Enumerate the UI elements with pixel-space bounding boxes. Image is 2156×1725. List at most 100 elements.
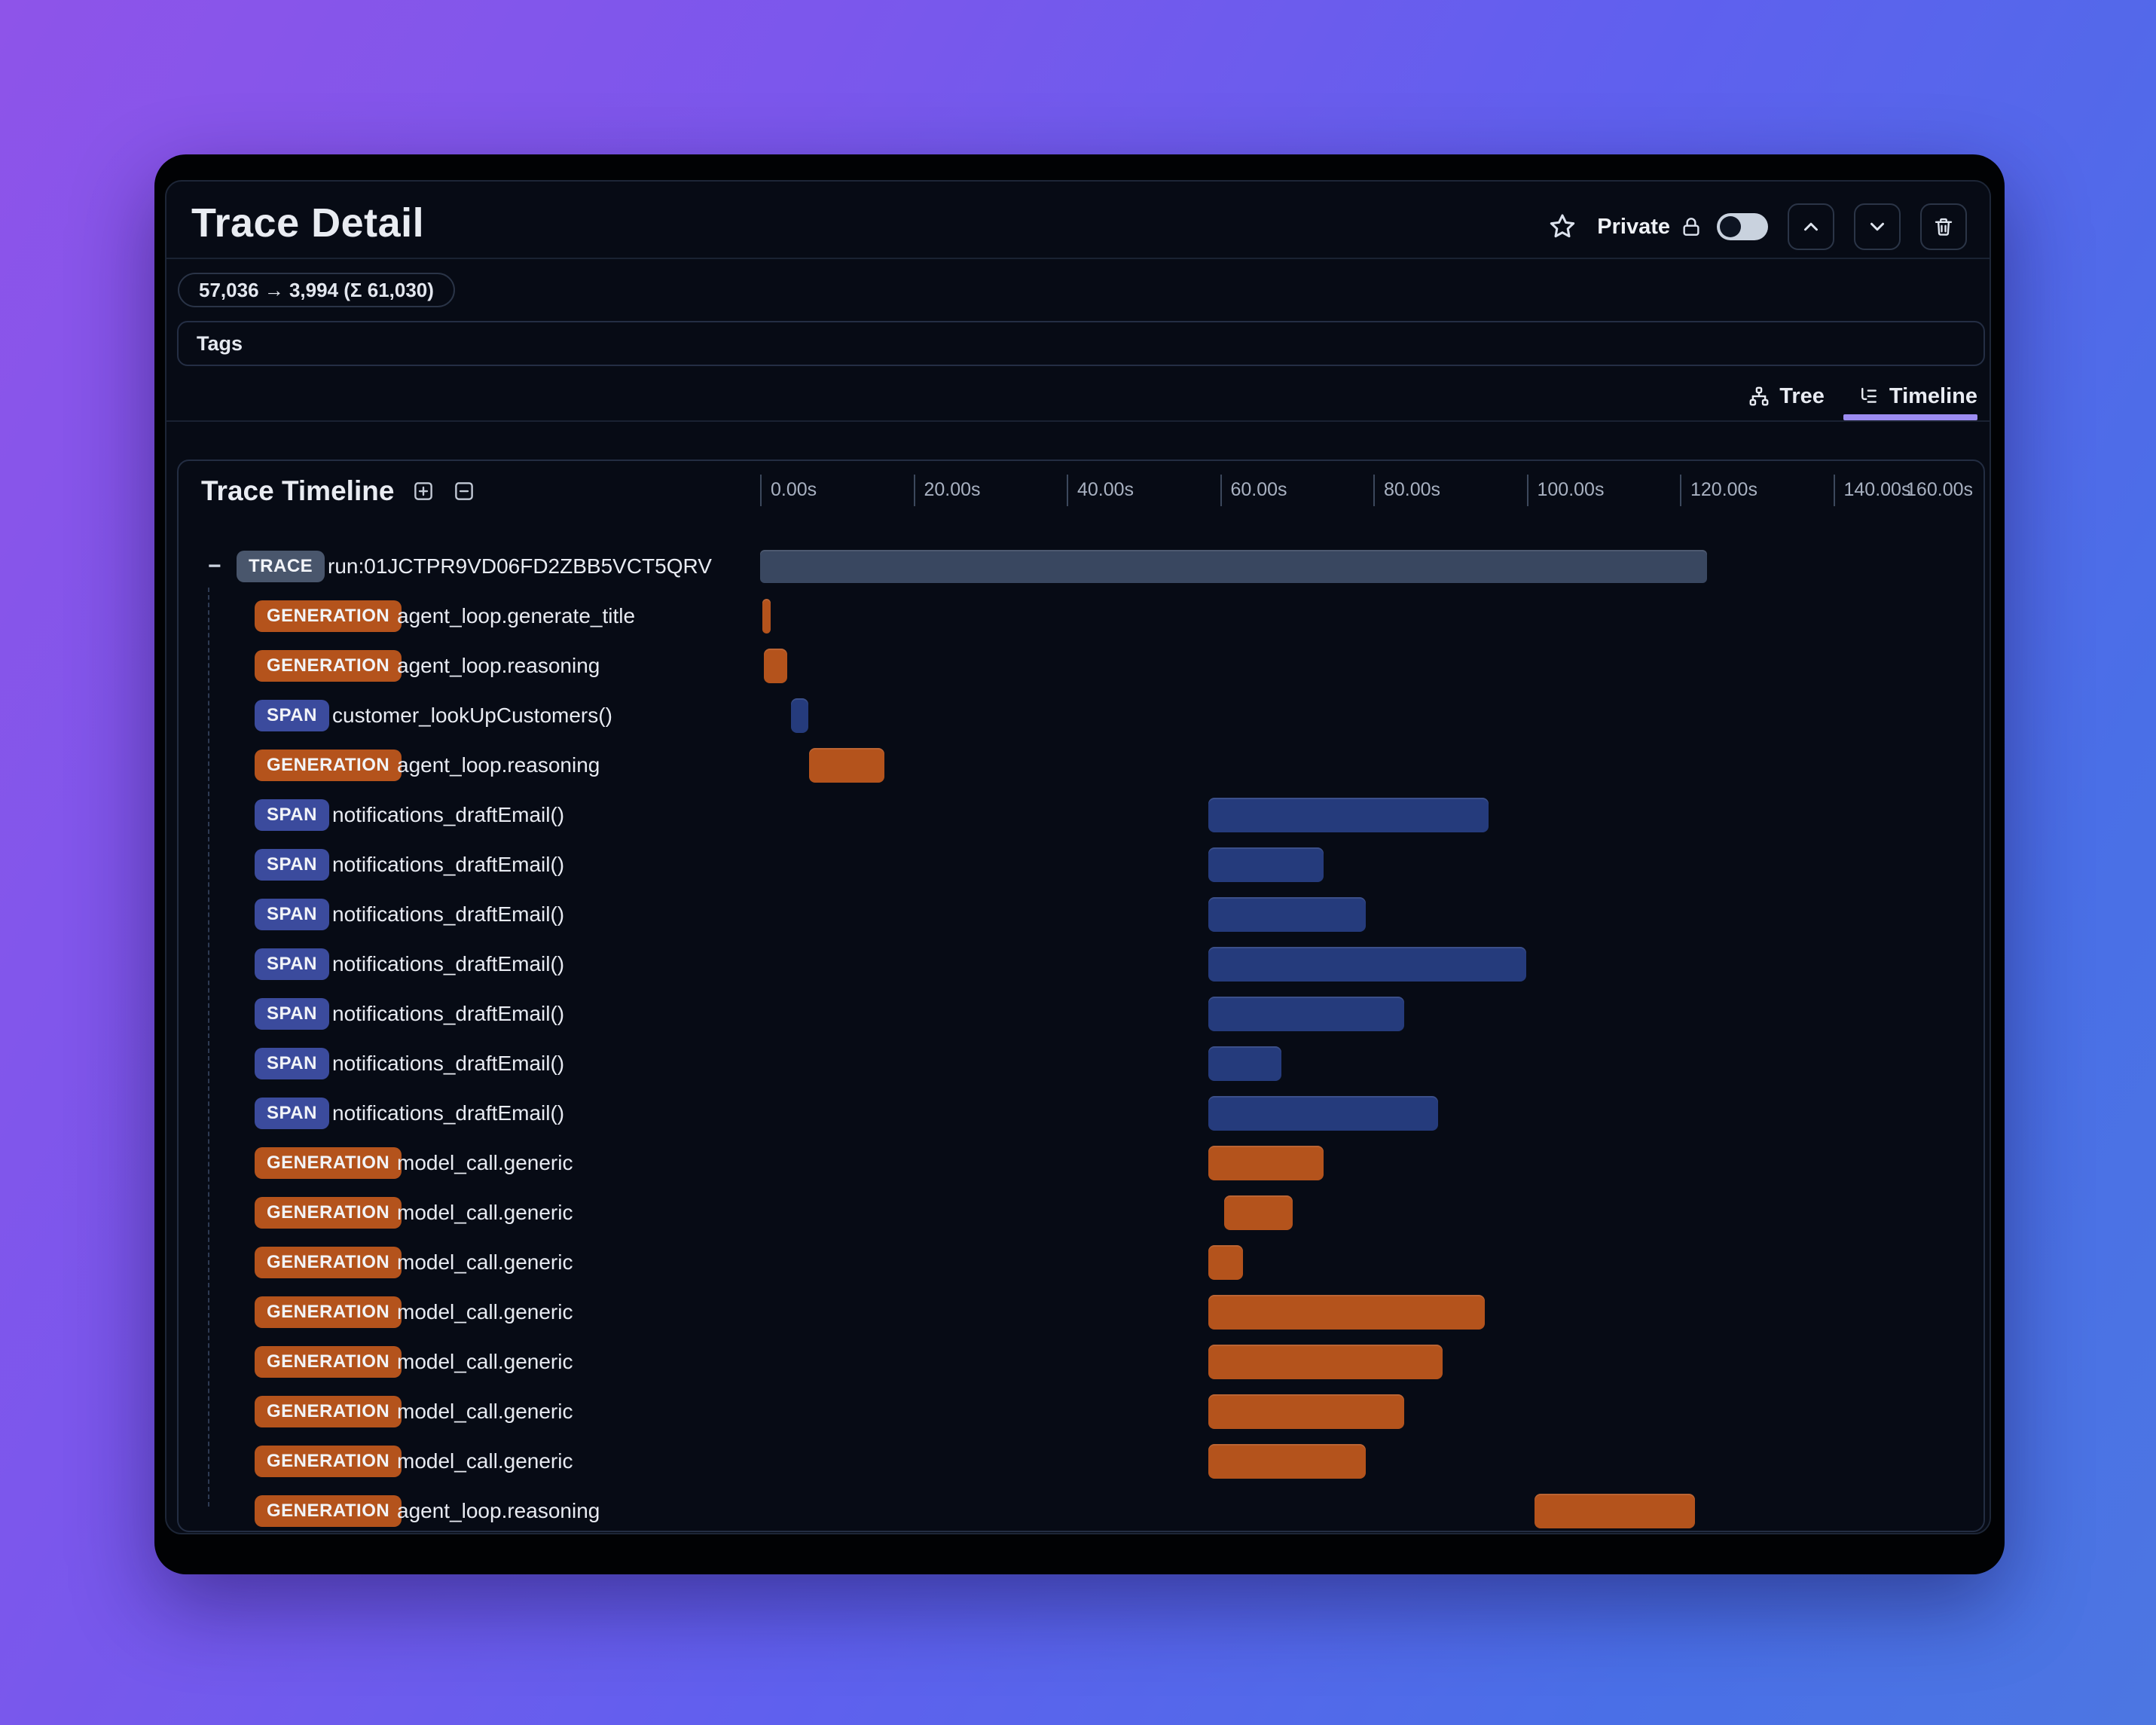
expand-all-button[interactable] [412,480,435,502]
row-type-badge: GENERATION [255,1197,402,1229]
trace-row[interactable]: SPAN notifications_draftEmail() [179,892,1983,937]
timeline-bar[interactable] [1208,798,1489,832]
row-type-badge: SPAN [255,849,329,881]
minus-square-icon [455,482,474,500]
trace-row[interactable]: GENERATION agent_loop.generate_title [179,594,1983,639]
trace-row[interactable]: TRACE run:01JCTPR9VD06FD2ZBB5VCT5QRV − [179,544,1983,589]
trace-timeline-title: Trace Timeline [201,475,395,506]
axis-tick-label: 120.00s [1690,479,1757,500]
timeline-bar[interactable] [1208,1096,1439,1131]
axis-tick-mark [1373,475,1375,506]
axis-tick-label: 100.00s [1537,479,1605,500]
trace-row[interactable]: GENERATION model_call.generic [179,1190,1983,1235]
tabs-divider [166,420,1990,422]
trace-row[interactable]: GENERATION agent_loop.reasoning [179,1488,1983,1531]
collapse-toggle[interactable]: − [208,554,221,579]
chevron-down-icon [1870,222,1884,231]
timeline-bar[interactable] [1223,1195,1293,1230]
page-title: Trace Detail [191,200,425,246]
row-label: agent_loop.generate_title [397,604,636,627]
app-window: Trace Detail Private [154,154,2005,1574]
trace-row[interactable]: SPAN notifications_draftEmail() [179,991,1983,1037]
row-type-badge: SPAN [255,948,329,980]
row-label: customer_lookUpCustomers() [332,704,612,727]
trace-row[interactable]: GENERATION agent_loop.reasoning [179,743,1983,788]
tab-tree-label: Tree [1779,383,1825,408]
axis-tick-mark [1067,475,1068,506]
axis-tick-label: 40.00s [1077,479,1134,500]
timeline-bar[interactable] [1208,847,1324,882]
axis-tick-label: 20.00s [924,479,981,500]
collapse-up-button[interactable] [1788,203,1834,250]
row-type-badge: TRACE [237,551,325,582]
timeline-bar[interactable] [760,550,1707,583]
star-icon[interactable] [1547,212,1577,242]
trace-row[interactable]: SPAN notifications_draftEmail() [179,942,1983,987]
trace-row[interactable]: GENERATION model_call.generic [179,1339,1983,1385]
axis-tick-mark [1833,475,1835,506]
trace-row[interactable]: SPAN notifications_draftEmail() [179,1041,1983,1086]
trace-row[interactable]: GENERATION model_call.generic [179,1290,1983,1335]
axis-tick-mark [1526,475,1528,506]
row-label: run:01JCTPR9VD06FD2ZBB5VCT5QRV [328,554,712,578]
row-label: notifications_draftEmail() [332,1002,565,1025]
tab-timeline[interactable]: Timeline [1858,384,1977,409]
row-type-badge: GENERATION [255,1346,402,1378]
timeline-bar[interactable] [1208,1394,1404,1429]
tags-label: Tags [197,331,243,355]
row-type-badge: GENERATION [255,1147,402,1179]
row-type-badge: GENERATION [255,1296,402,1328]
timeline-bar[interactable] [1534,1494,1696,1528]
timeline-bar[interactable] [1208,1345,1443,1379]
trace-row[interactable]: SPAN customer_lookUpCustomers() [179,693,1983,738]
timeline-bar[interactable] [762,599,771,634]
row-type-badge: GENERATION [255,600,402,632]
timeline-list-icon [1861,387,1877,403]
row-type-badge: GENERATION [255,1247,402,1278]
timeline-bar[interactable] [1208,1245,1244,1280]
trace-detail-panel: Trace Detail Private [165,180,1991,1534]
timeline-bar[interactable] [790,698,809,733]
axis-tick-mark [1220,475,1222,506]
header-divider [166,258,1990,259]
axis-tick-label: 140.00s [1843,479,1911,500]
axis-tick-label: 0.00s [771,479,817,500]
row-type-badge: GENERATION [255,1495,402,1527]
timeline-bar[interactable] [1208,947,1527,982]
token-usage-badge[interactable]: 57,036 → 3,994 (Σ 61,030) [178,273,455,307]
toggle-knob [1720,216,1741,237]
row-label: notifications_draftEmail() [332,853,565,876]
tree-icon [1749,386,1769,406]
row-label: notifications_draftEmail() [332,952,565,975]
chevron-up-icon [1804,222,1818,231]
tree-connector-line [208,588,209,1507]
trace-row[interactable]: SPAN notifications_draftEmail() [179,1091,1983,1136]
trace-row[interactable]: GENERATION agent_loop.reasoning [179,643,1983,688]
timeline-bar[interactable] [764,649,787,683]
timeline-bar[interactable] [1208,1146,1324,1180]
trace-row[interactable]: SPAN notifications_draftEmail() [179,792,1983,838]
trace-row[interactable]: SPAN notifications_draftEmail() [179,842,1983,887]
private-toggle[interactable] [1717,213,1768,240]
trace-row[interactable]: GENERATION model_call.generic [179,1140,1983,1186]
trace-row[interactable]: GENERATION model_call.generic [179,1439,1983,1484]
view-tabs: Tree Timeline [1748,379,1977,414]
delete-button[interactable] [1920,203,1967,250]
tab-tree[interactable]: Tree [1748,384,1825,409]
trace-row[interactable]: GENERATION model_call.generic [179,1240,1983,1285]
trace-row[interactable]: GENERATION model_call.generic [179,1389,1983,1434]
row-label: model_call.generic [397,1250,573,1274]
timeline-bar[interactable] [809,748,884,783]
tags-box[interactable]: Tags [177,321,1985,366]
timeline-bar[interactable] [1208,1295,1485,1330]
row-label: notifications_draftEmail() [332,803,565,826]
timeline-bar[interactable] [1208,1444,1366,1479]
axis-tick-label: 80.00s [1384,479,1441,500]
timeline-bar[interactable] [1208,997,1404,1031]
row-label: notifications_draftEmail() [332,1052,565,1075]
timeline-bar[interactable] [1208,1046,1281,1081]
timeline-bar[interactable] [1208,897,1366,932]
trace-timeline-header: Trace Timeline [201,475,475,508]
collapse-all-button[interactable] [453,480,475,502]
collapse-down-button[interactable] [1854,203,1901,250]
